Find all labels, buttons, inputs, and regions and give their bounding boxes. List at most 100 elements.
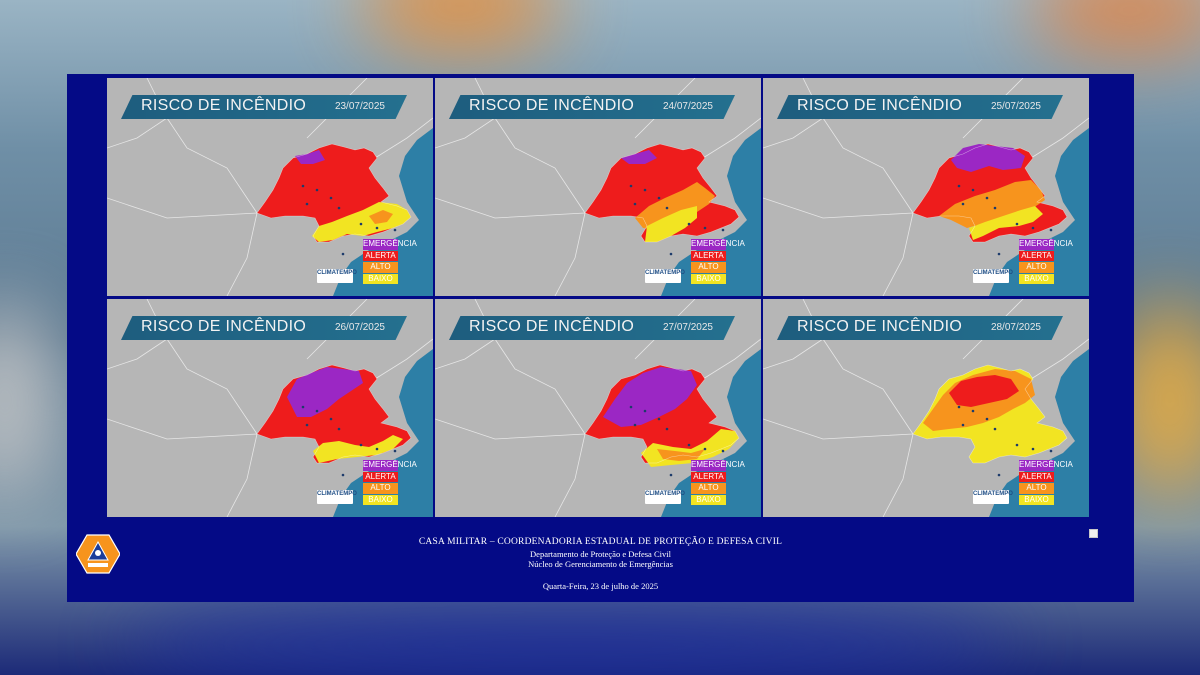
climatempo-brand: CLIMATEMPO [645,269,685,283]
legend-item-emergência: EMERGÊNCIA [363,239,417,250]
legend-item-alto: ALTO [1019,483,1054,494]
state-border [554,433,586,517]
city-dot [997,252,1001,256]
legend-item-alto: ALTO [691,483,726,494]
state-border [702,338,761,380]
city-dot [993,427,997,431]
city-dot [669,473,673,477]
city-dot [687,222,691,226]
risk-zone-alerta [949,375,1019,407]
city-dot [961,202,965,206]
state-border [702,117,761,159]
state-border [374,338,433,380]
state-border [435,117,496,149]
city-dot [633,423,637,427]
city-dot [633,202,637,206]
sp-border [912,143,1068,243]
map-banner: RISCO DE INCÊNDIO 28/07/2025 [777,316,1063,340]
state-border [554,212,586,296]
footer-institution: CASA MILITAR – COORDENADORIA ESTADUAL DE… [418,537,783,547]
map-panel-6: RISCO DE INCÊNDIO 28/07/2025 EMERGÊNCIA A… [763,299,1089,517]
state-border [882,433,914,517]
city-dot [629,405,633,409]
broken-image-icon [1089,529,1098,538]
city-dot [1015,443,1019,447]
broken-image [1089,529,1129,551]
footer-nucleus: Núcleo de Gerenciamento de Emergências [528,559,673,569]
city-dot [643,409,647,413]
city-dot [337,427,341,431]
city-dot [657,196,661,200]
map-title: RISCO DE INCÊNDIO [797,318,963,335]
legend-item-emergência: EMERGÊNCIA [691,239,745,250]
state-border [1030,338,1089,380]
state-border [107,338,168,370]
legend-item-alto: ALTO [1019,262,1054,273]
city-dot [1049,228,1053,232]
legend-item-alerta: ALERTA [363,250,398,261]
risk-zone-baixo [1029,439,1051,451]
legend-item-alto: ALTO [691,262,726,273]
state-border [226,212,258,296]
city-dot [329,196,333,200]
city-dot [1049,449,1053,453]
climatempo-brand: CLIMATEMPO [973,490,1013,504]
legend-item-alerta: ALERTA [363,471,398,482]
city-dot [301,405,305,409]
state-border [763,197,914,219]
map-date: 27/07/2025 [662,322,713,333]
legend-item-alerta: ALERTA [1019,250,1054,261]
risk-zone-alerta [585,144,739,242]
state-border [374,117,433,159]
map-panel-3: RISCO DE INCÊNDIO 25/07/2025 EMERGÊNCIA A… [763,78,1089,296]
bulletin-frame: RISCO DE INCÊNDIO 23/07/2025 EMERGÊNCIA A… [67,74,1134,602]
map-title: RISCO DE INCÊNDIO [797,97,963,114]
land [435,78,761,296]
land [763,78,1089,296]
legend-item-alto: ALTO [363,483,398,494]
city-dot [665,427,669,431]
legend-item-alerta: ALERTA [691,250,726,261]
state-border [226,433,258,517]
risk-legend: EMERGÊNCIA ALERTA ALTO BAIXO [691,239,745,285]
risk-zone-baixo [313,435,403,463]
state-border [107,117,168,149]
legend-item-baixo: BAIXO [363,494,398,505]
map-banner: RISCO DE INCÊNDIO 23/07/2025 [121,95,407,119]
sp-border [256,364,412,464]
state-border [435,418,586,440]
map-panel-5: RISCO DE INCÊNDIO 27/07/2025 EMERGÊNCIA A… [435,299,761,517]
legend-item-baixo: BAIXO [691,273,726,284]
defesa-civil-logo-icon [76,534,120,574]
land [763,299,1089,517]
fire-risk-map-grid: RISCO DE INCÊNDIO 23/07/2025 EMERGÊNCIA A… [107,78,1089,518]
risk-zone-emergencia [287,367,363,417]
legend-item-baixo: BAIXO [363,273,398,284]
city-dot [957,184,961,188]
city-dot [703,447,707,451]
city-dot [971,188,975,192]
map-title: RISCO DE INCÊNDIO [141,97,307,114]
map-banner: RISCO DE INCÊNDIO 25/07/2025 [777,95,1063,119]
legend-item-alto: ALTO [363,262,398,273]
city-dot [315,188,319,192]
sp-border [256,143,412,243]
city-dot [961,423,965,427]
state-border [763,418,914,440]
map-banner: RISCO DE INCÊNDIO 24/07/2025 [449,95,735,119]
state-border [107,197,258,219]
city-dot [359,443,363,447]
risk-legend: EMERGÊNCIA ALERTA ALTO BAIXO [1019,460,1073,506]
city-dot [1031,447,1035,451]
state-border [882,212,914,296]
map-banner: RISCO DE INCÊNDIO 27/07/2025 [449,316,735,340]
map-date: 23/07/2025 [334,101,385,112]
state-border [435,338,496,370]
city-dot [687,443,691,447]
map-title: RISCO DE INCÊNDIO [469,318,635,335]
risk-zone-baixo [645,206,697,242]
city-dot [375,447,379,451]
city-dot [337,206,341,210]
city-dot [985,417,989,421]
climatempo-brand: CLIMATEMPO [973,269,1013,283]
